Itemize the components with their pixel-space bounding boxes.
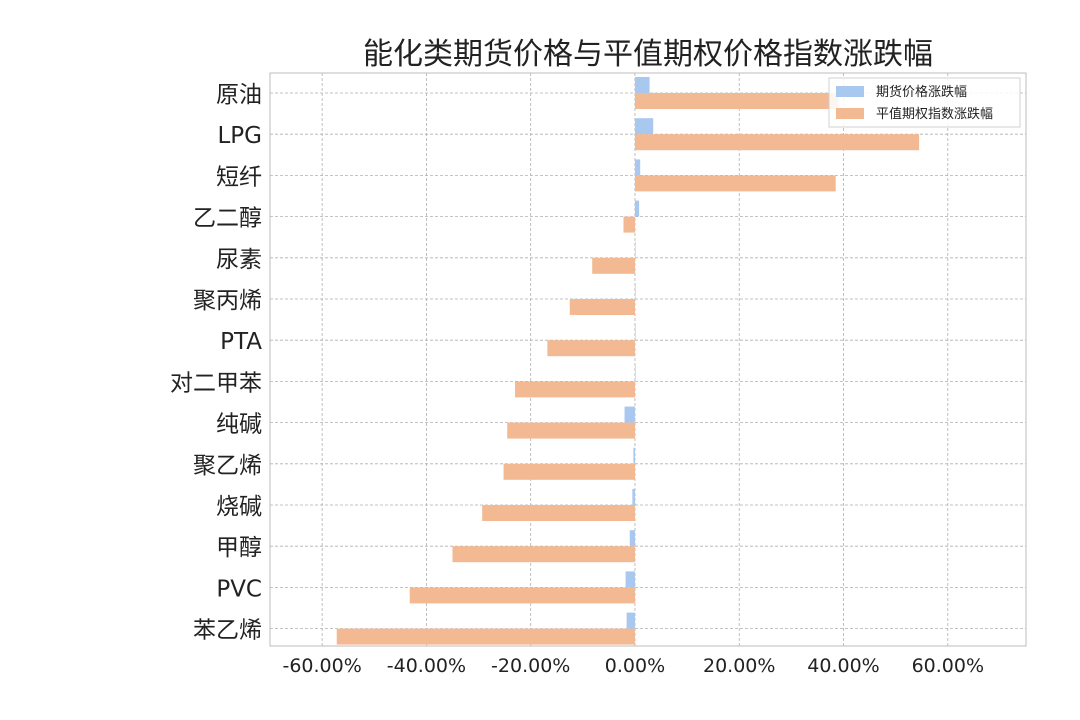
y-tick-label: 对二甲苯 bbox=[170, 370, 262, 396]
legend-label-options: 平值期权指数涨跌幅 bbox=[876, 106, 993, 122]
y-tick-label: 尿素 bbox=[216, 247, 262, 273]
x-tick-label: 0.00% bbox=[605, 655, 665, 677]
bar-futures-12 bbox=[625, 571, 635, 588]
bar-options-13 bbox=[336, 628, 635, 645]
bar-options-1 bbox=[634, 134, 920, 151]
bars bbox=[336, 77, 920, 645]
y-tick-label: 乙二醇 bbox=[193, 206, 262, 232]
y-tick-label: 聚乙烯 bbox=[193, 453, 262, 479]
bar-options-3 bbox=[623, 216, 635, 233]
bar-options-4 bbox=[592, 257, 635, 274]
y-tick-label: PVC bbox=[216, 576, 262, 602]
bar-options-5 bbox=[569, 299, 635, 315]
y-tick-label: 原油 bbox=[216, 82, 262, 108]
bar-options-7 bbox=[515, 381, 635, 398]
y-tick-label: 烧碱 bbox=[216, 494, 262, 520]
y-tick-label: 短纤 bbox=[216, 164, 262, 190]
bar-options-2 bbox=[634, 175, 836, 192]
y-tick-label: PTA bbox=[220, 329, 262, 355]
bar-options-12 bbox=[409, 587, 635, 604]
bar-options-9 bbox=[503, 463, 635, 480]
x-tick-label: 20.00% bbox=[703, 655, 775, 677]
bar-futures-9 bbox=[633, 447, 635, 464]
y-tick-label: 甲醇 bbox=[216, 535, 262, 561]
y-tick-label: 聚丙烯 bbox=[193, 288, 262, 314]
bar-futures-11 bbox=[629, 530, 635, 547]
x-tick-labels: -60.00% -40.00% -20.00% 0.00% 20.00% 40.00% 60… bbox=[282, 655, 984, 677]
bar-futures-1 bbox=[634, 118, 654, 135]
bar-futures-8 bbox=[624, 406, 635, 423]
y-tick-label: LPG bbox=[217, 123, 262, 149]
bar-futures-5 bbox=[634, 283, 636, 299]
chart-title: 能化类期货价格与平值期权价格指数涨跌幅 bbox=[363, 37, 933, 72]
legend: 期货价格涨跌幅 平值期权指数涨跌幅 bbox=[828, 77, 1021, 128]
bar-futures-2 bbox=[634, 159, 641, 176]
y-tick-label: 纯碱 bbox=[216, 412, 262, 438]
legend-swatch-options bbox=[836, 108, 864, 119]
bar-futures-0 bbox=[634, 77, 650, 93]
bar-futures-4 bbox=[634, 241, 636, 258]
x-tick-label: -40.00% bbox=[387, 655, 466, 677]
bar-options-6 bbox=[547, 340, 635, 357]
bar-options-11 bbox=[452, 546, 635, 563]
legend-swatch-futures bbox=[836, 86, 864, 97]
bar-options-0 bbox=[634, 93, 839, 109]
bar-futures-3 bbox=[634, 200, 640, 217]
bar-options-10 bbox=[482, 505, 635, 521]
bar-futures-13 bbox=[626, 612, 635, 629]
plot-frame bbox=[269, 72, 1027, 647]
y-tick-label: 苯乙烯 bbox=[193, 618, 262, 644]
x-tick-label: 60.00% bbox=[912, 655, 984, 677]
bar-futures-6 bbox=[634, 324, 636, 341]
bar-futures-10 bbox=[632, 489, 635, 505]
bar-options-8 bbox=[507, 422, 635, 439]
x-tick-label: -20.00% bbox=[491, 655, 570, 677]
grid bbox=[270, 73, 1026, 646]
x-tick-label: 40.00% bbox=[807, 655, 879, 677]
bar-futures-7 bbox=[634, 365, 636, 382]
legend-label-futures: 期货价格涨跌幅 bbox=[876, 84, 967, 100]
x-tick-label: -60.00% bbox=[282, 655, 361, 677]
